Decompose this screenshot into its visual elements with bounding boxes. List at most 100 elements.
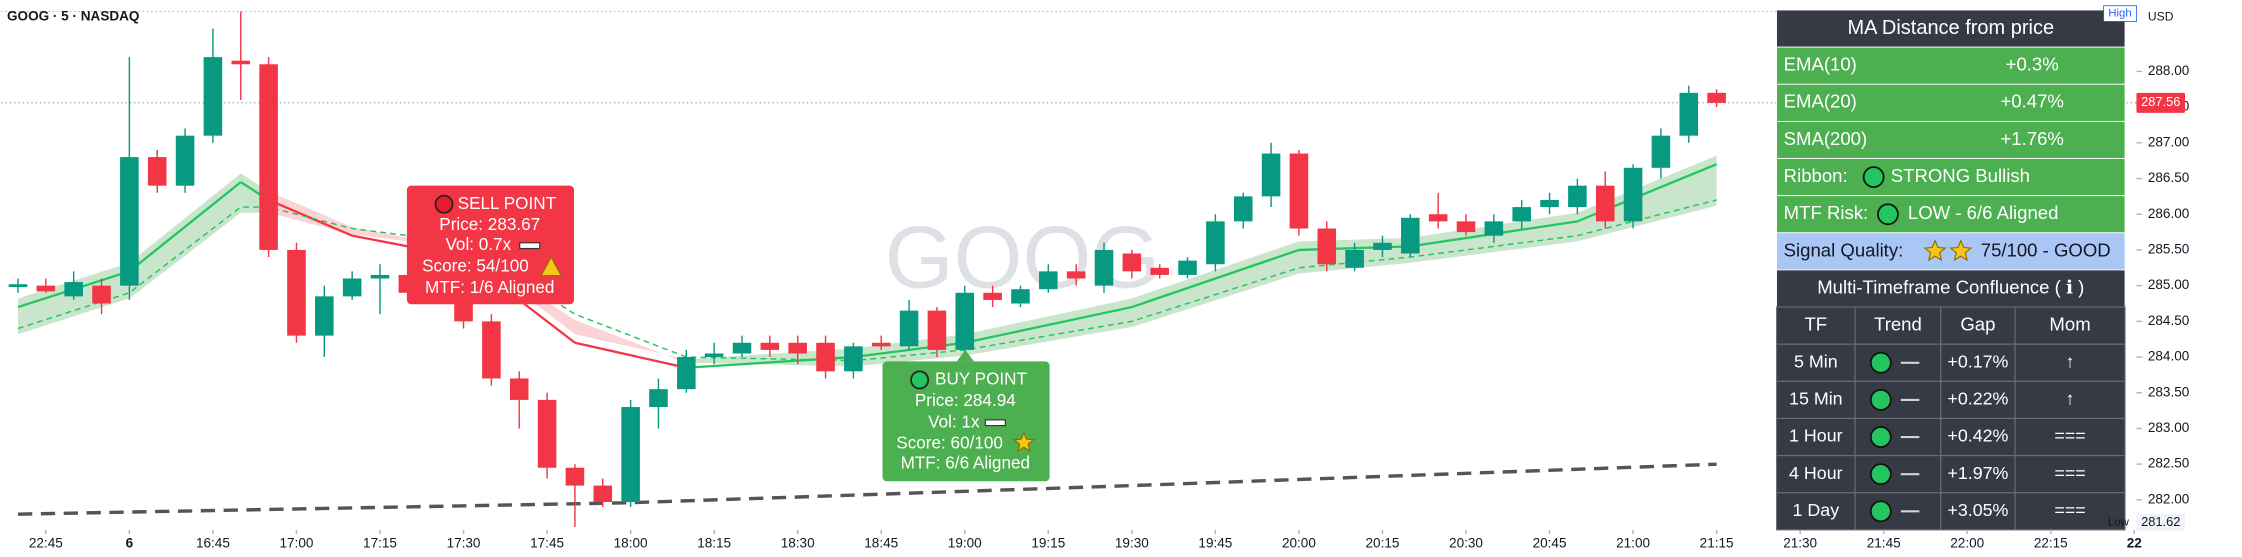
- ema-fast-line: [268, 198, 353, 237]
- candle-body: [704, 353, 724, 358]
- mtf-cell: [2014, 380, 2126, 420]
- signal-quality-row: [1776, 232, 2126, 271]
- mtf-header-cell: [1775, 306, 1856, 345]
- high-tag: [2103, 5, 2137, 22]
- buy-icon: [910, 370, 930, 390]
- status-icon: [1877, 203, 1899, 226]
- mtf-column-header: Trend: [1874, 314, 1922, 335]
- mtf-mom: ===: [2054, 463, 2085, 483]
- trend-icon: [1869, 463, 1892, 486]
- mtf-cell: [1854, 343, 1942, 382]
- buy-mtf: MTF: 6/6 Aligned: [901, 453, 1030, 473]
- candle-body: [1122, 253, 1142, 272]
- candle-body: [1568, 185, 1587, 208]
- candle-body: [175, 135, 195, 186]
- x-tick-label: 17:45: [530, 536, 564, 551]
- trend-icon: [1869, 389, 1892, 411]
- candle-body: [1011, 289, 1030, 304]
- candle-body: [955, 292, 975, 350]
- mtf-cell: [1940, 492, 2016, 531]
- y-tick-label: 282.00: [2148, 491, 2189, 506]
- ma-value: +0.47%: [2000, 91, 2063, 112]
- candle-body: [1707, 92, 1726, 103]
- candle-body: [1206, 221, 1225, 265]
- candle-body: [1623, 167, 1643, 222]
- x-tick-label: 22:15: [2034, 536, 2068, 551]
- sell-vol: Vol: 0.7x: [445, 234, 511, 254]
- candle-body: [1066, 271, 1086, 279]
- status-icon: [1862, 166, 1885, 188]
- ma-value: +0.3%: [2006, 54, 2059, 75]
- x-tick-label: 20:30: [1449, 536, 1483, 551]
- mtf-tf: 1 Day: [1793, 500, 1840, 520]
- candle-body: [1261, 153, 1281, 197]
- candle-body: [1540, 199, 1559, 208]
- ma-value: +1.76%: [2000, 128, 2063, 149]
- trend-icon: [1869, 426, 1892, 448]
- candle-body: [871, 342, 891, 347]
- candle-body: [64, 282, 83, 297]
- candle-body: [1679, 92, 1699, 136]
- mtf-risk-label: MTF Risk:: [1784, 202, 1868, 223]
- sell-mtf: MTF: 1/6 Aligned: [425, 277, 554, 297]
- mtf-cell: [1854, 455, 1942, 494]
- signals: SELL POINT Price: 283.67 Vol: 0.7x Score…: [406, 185, 1050, 482]
- x-tick-label: 18:30: [781, 536, 815, 551]
- ribbon-segment: [686, 348, 854, 367]
- candle-body: [92, 285, 111, 304]
- x-tick-label: 21:30: [1783, 536, 1817, 551]
- buy-box: [882, 361, 1050, 482]
- mtf-header-cell: [1854, 306, 1942, 345]
- x-tick-label: 21:00: [1616, 536, 1650, 551]
- panel-title-cell: [1776, 9, 2126, 48]
- mtf-cell: [1775, 380, 1856, 420]
- mtf-cell: [1854, 417, 1942, 457]
- x-tick-label: 22:00: [1950, 536, 1984, 551]
- x-tick-label: 22: [2127, 536, 2142, 551]
- sell-score: Score: 54/100: [422, 256, 529, 276]
- last-price-tag: [2136, 92, 2186, 113]
- ema-fast-line: [964, 305, 1133, 344]
- mtf-gap: +0.42%: [1947, 426, 2008, 446]
- mtf-header-cell: [2014, 306, 2126, 345]
- candle-body: [565, 467, 585, 486]
- buy-score: Score: 60/100: [896, 433, 1003, 453]
- ema-fast-line: [128, 181, 242, 273]
- x-tick-label: 20:45: [1533, 536, 1567, 551]
- candle-body: [677, 357, 696, 390]
- currency-label: USD: [2148, 9, 2174, 23]
- ribbon-value: STRONG Bullish: [1891, 165, 2030, 186]
- last-price-label: 287.56: [2141, 94, 2180, 109]
- candle-body: [482, 321, 501, 379]
- ribbon-label: Ribbon:: [1784, 165, 1848, 186]
- x-tick-label: 19:45: [1198, 536, 1232, 551]
- x-tick-label: 6: [126, 536, 134, 551]
- sell-price: Price: 283.67: [439, 214, 540, 234]
- x-tick-label: 22:45: [29, 536, 63, 551]
- ribbon-segment: [1131, 241, 1299, 328]
- high-label: High: [2108, 8, 2131, 20]
- mtf-cell: [1854, 380, 1942, 420]
- candle-body: [788, 342, 807, 354]
- mtf-risk-row: [1776, 195, 2126, 234]
- x-tick-label: 19:00: [948, 536, 982, 551]
- ma-panel: MA Distance from price EMA(10) +0.3% EMA(20…: [1775, 9, 2126, 531]
- x-tick-label: 17:30: [447, 536, 481, 551]
- ribbon-row: [1776, 158, 2126, 197]
- mtf-gap: +0.22%: [1947, 389, 2008, 409]
- candle-body: [1289, 153, 1309, 229]
- mtf-header-cell: [1940, 306, 2016, 345]
- mtf-cell: [2014, 343, 2126, 382]
- sell-box: [406, 185, 574, 305]
- candle-body: [1178, 260, 1197, 275]
- ma-row: [1776, 120, 2126, 159]
- candle-body: [1401, 217, 1420, 254]
- star-icon: [1923, 239, 1947, 262]
- mtf-title-cell: [1776, 269, 2126, 308]
- x-tick-label: 21:45: [1867, 536, 1901, 551]
- candle-body: [593, 485, 613, 503]
- candle-body: [36, 285, 56, 292]
- sma200-line: [17, 462, 1717, 516]
- mtf-mom: ===: [2054, 426, 2085, 446]
- candle-body: [1484, 221, 1504, 236]
